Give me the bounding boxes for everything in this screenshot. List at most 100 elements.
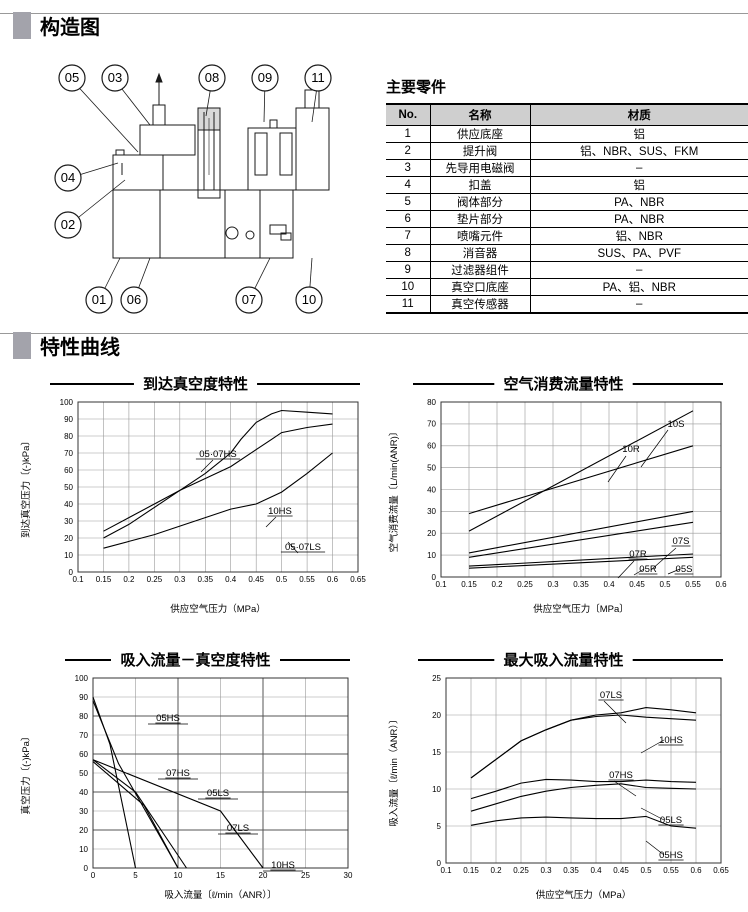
svg-text:空气消费流量〔L/min(ANR)〕: 空气消费流量〔L/min(ANR)〕 bbox=[388, 427, 400, 553]
svg-text:90: 90 bbox=[64, 415, 73, 424]
svg-text:05LS: 05LS bbox=[660, 815, 682, 826]
svg-text:07: 07 bbox=[242, 292, 256, 307]
svg-text:03: 03 bbox=[108, 70, 122, 85]
svg-text:0.2: 0.2 bbox=[490, 866, 502, 875]
svg-text:0.5: 0.5 bbox=[659, 580, 671, 589]
svg-text:供应空气压力（MPa）: 供应空气压力（MPa） bbox=[536, 889, 632, 901]
svg-text:0.4: 0.4 bbox=[225, 575, 237, 584]
svg-text:05HS: 05HS bbox=[659, 850, 683, 861]
svg-text:11: 11 bbox=[311, 70, 325, 85]
svg-text:07HS: 07HS bbox=[609, 770, 633, 781]
svg-text:0.15: 0.15 bbox=[461, 580, 477, 589]
svg-text:0.2: 0.2 bbox=[123, 575, 135, 584]
svg-text:0.45: 0.45 bbox=[629, 580, 645, 589]
svg-text:0.25: 0.25 bbox=[513, 866, 529, 875]
svg-text:40: 40 bbox=[79, 788, 88, 797]
svg-text:0.65: 0.65 bbox=[713, 866, 729, 875]
svg-text:供应空气压力〔MPa〕: 供应空气压力〔MPa〕 bbox=[533, 603, 629, 615]
svg-text:06: 06 bbox=[127, 292, 141, 307]
svg-text:0.55: 0.55 bbox=[663, 866, 679, 875]
svg-text:20: 20 bbox=[259, 871, 268, 880]
svg-text:50: 50 bbox=[427, 463, 436, 472]
svg-text:0.35: 0.35 bbox=[198, 575, 214, 584]
svg-text:60: 60 bbox=[427, 442, 436, 451]
svg-text:20: 20 bbox=[64, 534, 73, 543]
svg-text:0.35: 0.35 bbox=[573, 580, 589, 589]
svg-text:04: 04 bbox=[61, 170, 75, 185]
svg-text:10HS: 10HS bbox=[268, 506, 292, 517]
svg-text:0.25: 0.25 bbox=[147, 575, 163, 584]
svg-text:20: 20 bbox=[79, 826, 88, 835]
svg-text:到达真空度特性: 到达真空度特性 bbox=[143, 375, 248, 393]
svg-text:80: 80 bbox=[427, 398, 436, 407]
svg-text:05HS: 05HS bbox=[156, 713, 180, 724]
svg-text:25: 25 bbox=[432, 674, 441, 683]
svg-text:5: 5 bbox=[437, 822, 442, 831]
svg-text:07LS: 07LS bbox=[600, 690, 622, 701]
svg-text:0.6: 0.6 bbox=[327, 575, 339, 584]
svg-text:0.5: 0.5 bbox=[640, 866, 652, 875]
svg-text:09: 09 bbox=[258, 70, 272, 85]
svg-text:0.5: 0.5 bbox=[276, 575, 288, 584]
svg-text:30: 30 bbox=[64, 517, 73, 526]
svg-text:20: 20 bbox=[432, 711, 441, 720]
svg-text:0.3: 0.3 bbox=[547, 580, 559, 589]
svg-text:0.2: 0.2 bbox=[491, 580, 503, 589]
svg-text:0.6: 0.6 bbox=[715, 580, 727, 589]
svg-text:90: 90 bbox=[79, 693, 88, 702]
svg-text:10: 10 bbox=[174, 871, 183, 880]
svg-text:0: 0 bbox=[69, 568, 74, 577]
svg-text:真空压力〔(-)kPa〕: 真空压力〔(-)kPa〕 bbox=[20, 732, 32, 815]
svg-text:07S: 07S bbox=[673, 536, 690, 547]
svg-text:30: 30 bbox=[344, 871, 353, 880]
svg-text:60: 60 bbox=[64, 466, 73, 475]
svg-text:20: 20 bbox=[427, 529, 436, 538]
svg-text:100: 100 bbox=[60, 398, 74, 407]
svg-text:吸入流量－真空度特性: 吸入流量－真空度特性 bbox=[120, 651, 270, 669]
svg-text:07R: 07R bbox=[629, 549, 647, 560]
svg-text:100: 100 bbox=[75, 674, 89, 683]
svg-text:0: 0 bbox=[84, 864, 89, 873]
svg-text:0.15: 0.15 bbox=[463, 866, 479, 875]
svg-text:0.1: 0.1 bbox=[435, 580, 447, 589]
svg-text:0.65: 0.65 bbox=[350, 575, 366, 584]
svg-text:01: 01 bbox=[92, 292, 106, 307]
svg-text:0.45: 0.45 bbox=[613, 866, 629, 875]
svg-text:最大吸入流量特性: 最大吸入流量特性 bbox=[503, 651, 623, 669]
svg-text:0: 0 bbox=[91, 871, 96, 880]
svg-text:70: 70 bbox=[64, 449, 73, 458]
svg-text:80: 80 bbox=[64, 432, 73, 441]
svg-text:0.4: 0.4 bbox=[590, 866, 602, 875]
svg-text:25: 25 bbox=[301, 871, 310, 880]
svg-text:10: 10 bbox=[64, 551, 73, 560]
svg-text:07LS: 07LS bbox=[227, 823, 249, 834]
svg-text:0.4: 0.4 bbox=[603, 580, 615, 589]
svg-text:15: 15 bbox=[432, 748, 441, 757]
svg-text:05LS: 05LS bbox=[207, 788, 229, 799]
svg-text:吸入流量〔ℓ/min（ANR）〕: 吸入流量〔ℓ/min（ANR）〕 bbox=[164, 889, 276, 901]
svg-text:30: 30 bbox=[427, 507, 436, 516]
svg-text:0.25: 0.25 bbox=[517, 580, 533, 589]
svg-text:0.6: 0.6 bbox=[690, 866, 702, 875]
svg-text:0.3: 0.3 bbox=[540, 866, 552, 875]
svg-text:10: 10 bbox=[427, 551, 436, 560]
svg-text:0.55: 0.55 bbox=[685, 580, 701, 589]
svg-text:30: 30 bbox=[79, 807, 88, 816]
svg-text:15: 15 bbox=[216, 871, 225, 880]
svg-text:0: 0 bbox=[432, 573, 437, 582]
svg-text:50: 50 bbox=[79, 769, 88, 778]
svg-text:0.1: 0.1 bbox=[440, 866, 452, 875]
svg-text:05: 05 bbox=[65, 70, 79, 85]
svg-text:05R: 05R bbox=[639, 564, 657, 575]
svg-text:70: 70 bbox=[427, 420, 436, 429]
svg-text:10: 10 bbox=[79, 845, 88, 854]
svg-text:10S: 10S bbox=[668, 419, 685, 430]
svg-text:50: 50 bbox=[64, 483, 73, 492]
svg-text:到达真空压力〔(-)kPa〕: 到达真空压力〔(-)kPa〕 bbox=[20, 436, 32, 538]
svg-text:70: 70 bbox=[79, 731, 88, 740]
svg-text:供应空气压力（MPa）: 供应空气压力（MPa） bbox=[170, 603, 266, 615]
svg-text:5: 5 bbox=[133, 871, 138, 880]
svg-text:40: 40 bbox=[427, 485, 436, 494]
svg-text:0.55: 0.55 bbox=[299, 575, 315, 584]
svg-text:10HS: 10HS bbox=[271, 860, 295, 871]
